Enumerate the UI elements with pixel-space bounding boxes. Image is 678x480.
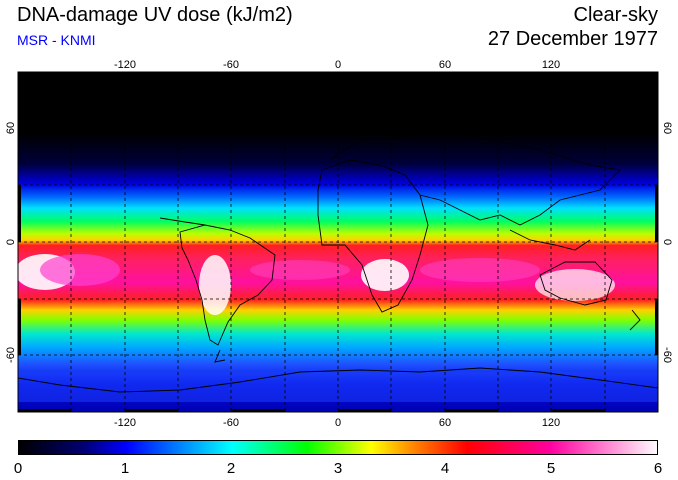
lat-labels-right: 60 0 -60	[661, 122, 673, 363]
lon-tick-label: -60	[223, 59, 239, 71]
colorbar-label: 0	[13, 460, 23, 477]
lon-tick-label: 60	[439, 417, 451, 429]
colorbar	[18, 440, 658, 455]
lat-tick-label: 0	[661, 239, 673, 245]
data-source: MSR - KNMI	[17, 32, 96, 48]
lat-tick-label: -60	[5, 347, 17, 363]
lon-tick-label: 0	[335, 59, 341, 71]
sky-condition: Clear-sky	[573, 4, 658, 26]
lon-tick-label: 120	[542, 59, 560, 71]
colorbar-label: 3	[333, 460, 343, 477]
uv-dose-map: -120 -60 0 60 120 -120 -60 0 60 120 60 0…	[5, 59, 673, 429]
graticule	[18, 72, 658, 412]
lat-tick-label: -60	[661, 347, 673, 363]
lon-tick-label: 0	[335, 417, 341, 429]
lon-tick-label: -120	[114, 417, 136, 429]
map-frame	[17, 71, 659, 413]
lon-labels-bottom: -120 -60 0 60 120	[114, 417, 560, 429]
lat-tick-label: 60	[5, 122, 17, 134]
colorbar-label: 1	[120, 460, 130, 477]
map-title: DNA-damage UV dose (kJ/m2)	[17, 4, 293, 26]
lat-tick-label: 0	[5, 239, 17, 245]
lon-tick-label: -60	[223, 417, 239, 429]
colorbar-label: 2	[226, 460, 236, 477]
lat-labels-left: 60 0 -60	[5, 122, 17, 363]
lat-tick-label: 60	[661, 122, 673, 134]
colorbar-label: 5	[546, 460, 556, 477]
map-date: 27 December 1977	[487, 28, 658, 50]
lon-tick-label: -120	[114, 59, 136, 71]
lon-labels-top: -120 -60 0 60 120	[114, 59, 560, 71]
lon-tick-label: 60	[439, 59, 451, 71]
lon-tick-label: 120	[542, 417, 560, 429]
colorbar-label: 6	[653, 460, 663, 477]
colorbar-label: 4	[440, 460, 450, 477]
coastlines	[18, 129, 658, 393]
